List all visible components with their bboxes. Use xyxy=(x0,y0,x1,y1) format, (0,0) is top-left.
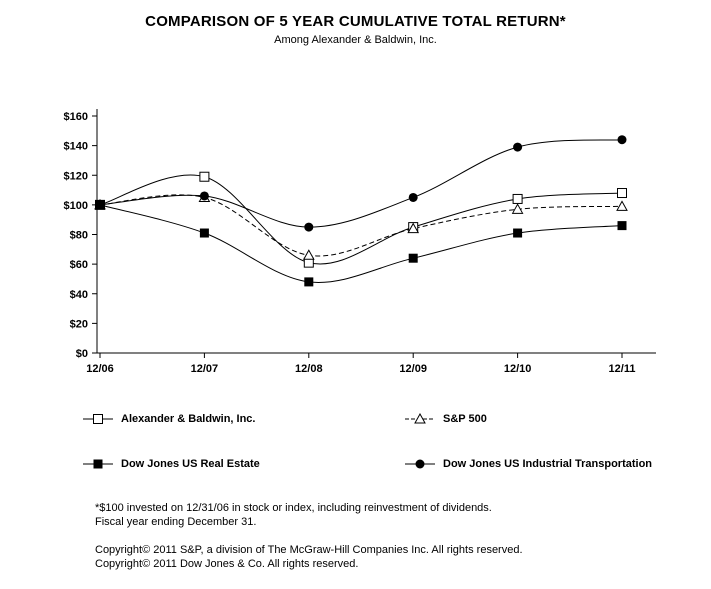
chart-plot: $0 $20 $40 $60 $80 $100 $120 $140 $160 12/06 12/07… xyxy=(64,109,656,375)
filled-square-marker xyxy=(199,228,209,238)
legend-label: Dow Jones US Real Estate xyxy=(121,458,260,470)
x-axis-label: 12/09 xyxy=(399,363,427,375)
legend-item: Dow Jones US Industrial Transportation xyxy=(405,458,693,470)
legend-item: Dow Jones US Real Estate xyxy=(83,458,405,470)
legend-label: Alexander & Baldwin, Inc. xyxy=(121,413,256,425)
copyright-line: Copyright© 2011 S&P, a division of The M… xyxy=(95,544,523,556)
footnote-line: Fiscal year ending December 31. xyxy=(95,516,257,528)
filled-square-marker xyxy=(304,277,314,287)
y-axis-label: $120 xyxy=(64,170,88,182)
open-triangle-legend-icon xyxy=(405,413,435,424)
y-axis-label: $140 xyxy=(64,141,88,153)
filled-circle-marker xyxy=(513,142,523,152)
y-axis-label: $60 xyxy=(70,259,88,271)
filled-square-marker xyxy=(617,221,627,231)
open-square-legend-icon xyxy=(83,414,113,424)
copyright-line: Copyright© 2011 Dow Jones & Co. All righ… xyxy=(95,558,359,570)
filled-square-legend-icon xyxy=(83,459,113,469)
series-line xyxy=(99,174,623,265)
open-square-marker xyxy=(93,414,103,424)
x-axis-label: 12/11 xyxy=(609,363,636,375)
y-axis-label: $160 xyxy=(64,111,88,123)
filled-square-marker xyxy=(93,459,103,469)
footnotes: *$100 invested on 12/31/06 in stock or i… xyxy=(95,501,492,529)
legend: Alexander & Baldwin, Inc. S&P 500 Dow Jone… xyxy=(83,413,693,470)
x-axis-label: 12/06 xyxy=(86,363,114,375)
footnote-line: *$100 invested on 12/31/06 in stock or i… xyxy=(95,502,492,514)
filled-circle-marker xyxy=(304,222,314,232)
y-axis-label: $80 xyxy=(70,230,88,242)
filled-circle-marker xyxy=(408,192,418,202)
x-axis-label: 12/07 xyxy=(191,363,219,375)
chart-subtitle: Among Alexander & Baldwin, Inc. xyxy=(274,34,437,46)
filled-circle-marker xyxy=(617,135,627,145)
filled-circle-marker xyxy=(415,459,425,469)
open-triangle-marker xyxy=(414,413,426,424)
filled-square-marker xyxy=(408,253,418,263)
x-axis-label: 12/10 xyxy=(504,363,532,375)
open-triangle-marker xyxy=(616,200,628,211)
open-square-marker xyxy=(617,188,627,199)
chart-title: COMPARISON OF 5 YEAR CUMULATIVE TOTAL RE… xyxy=(145,13,566,30)
open-triangle-marker xyxy=(407,222,420,234)
legend-label: S&P 500 xyxy=(443,413,487,425)
filled-square-marker xyxy=(513,228,523,238)
y-axis-label: $0 xyxy=(76,348,88,360)
filled-circle-legend-icon xyxy=(405,459,435,469)
filled-circle-marker xyxy=(95,200,105,210)
filled-circle-marker xyxy=(199,191,209,201)
legend-label: Dow Jones US Industrial Transportation xyxy=(443,458,653,470)
copyright: Copyright© 2011 S&P, a division of The M… xyxy=(95,543,523,571)
open-triangle-marker xyxy=(302,249,315,260)
open-triangle-marker xyxy=(511,203,524,214)
y-axis-label: $20 xyxy=(70,318,88,330)
open-square-marker xyxy=(199,171,210,182)
series-line xyxy=(99,194,623,257)
open-square-marker xyxy=(512,193,523,204)
legend-item: S&P 500 xyxy=(405,413,693,425)
legend-item: Alexander & Baldwin, Inc. xyxy=(83,413,405,425)
y-axis-label: $100 xyxy=(64,200,88,212)
series-line xyxy=(99,204,623,283)
x-axis-label: 12/08 xyxy=(295,363,323,375)
y-axis-label: $40 xyxy=(70,289,88,301)
series-line xyxy=(99,139,623,228)
